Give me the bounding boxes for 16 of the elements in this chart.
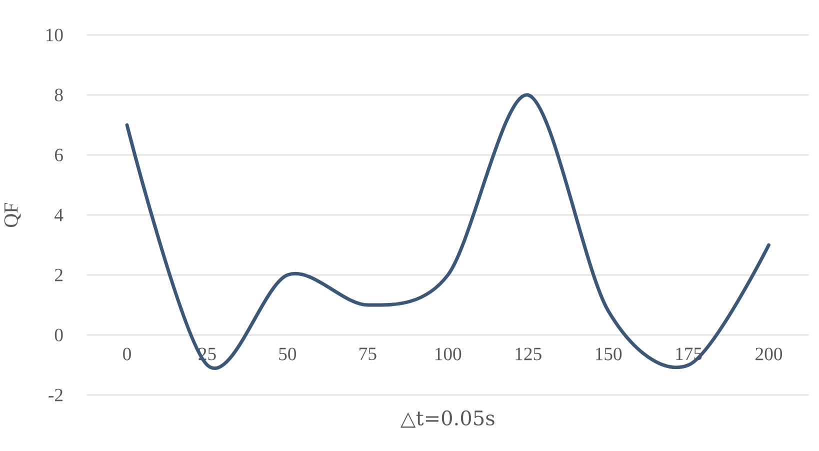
y-axis-title: QF <box>4 202 21 227</box>
x-tick-label: 75 <box>360 348 376 360</box>
y-tick-label: 10 <box>46 28 63 42</box>
y-tick-label: 6 <box>54 148 63 162</box>
y-tick-label: -2 <box>48 388 62 402</box>
y-tick-label: 8 <box>54 88 63 102</box>
x-tick-label: 100 <box>436 348 462 360</box>
y-tick-label: 4 <box>54 208 64 222</box>
x-tick-label: 125 <box>516 348 542 360</box>
x-tick-label: 50 <box>279 348 296 360</box>
x-tick-label: 200 <box>756 348 782 360</box>
x-tick-label: 0 <box>123 348 131 360</box>
y-tick-label: 0 <box>54 328 63 342</box>
x-tick-label: 150 <box>596 348 622 360</box>
y-tick-label: 2 <box>54 268 62 282</box>
x-axis-title: △t=0.05s <box>400 410 494 428</box>
